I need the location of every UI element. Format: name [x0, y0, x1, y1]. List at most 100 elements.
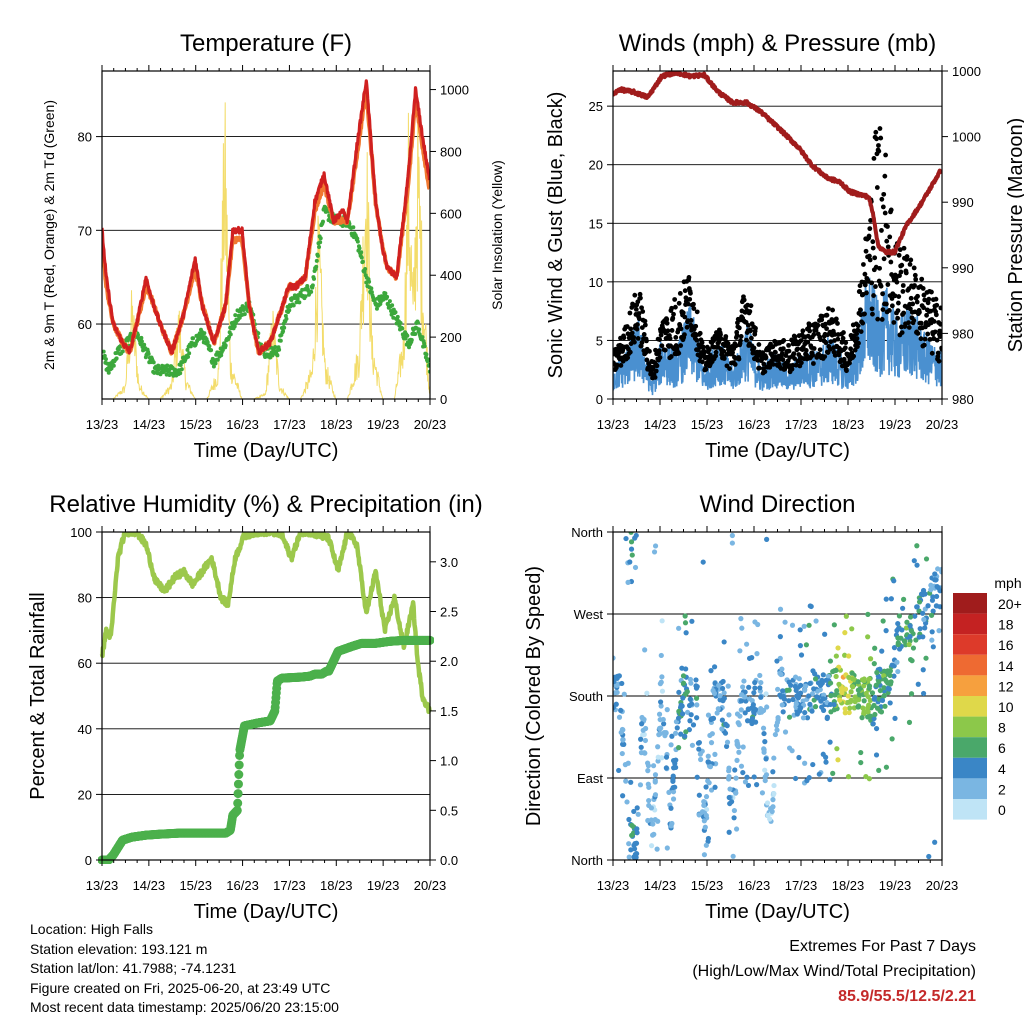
direction-point — [661, 721, 667, 727]
temperature-xlabel: Time (Day/UTC) — [194, 440, 339, 462]
pressure-line — [613, 71, 942, 256]
dewpoint-point — [109, 366, 114, 371]
direction-point — [721, 639, 727, 645]
dewpoint-point — [318, 240, 323, 245]
temperature-xtick-label: 17/23 — [273, 417, 306, 432]
gust-point — [798, 338, 804, 344]
direction-point — [881, 685, 887, 691]
direction-point — [891, 663, 897, 669]
gust-point — [770, 361, 776, 367]
direction-point — [914, 562, 920, 568]
gust-point — [798, 360, 804, 366]
direction-point — [760, 725, 767, 731]
gust-point — [624, 324, 630, 329]
gust-point — [664, 320, 670, 326]
dewpoint-point — [295, 296, 300, 301]
direction-point — [737, 713, 743, 719]
direction-point — [701, 802, 707, 809]
direction-point — [895, 668, 901, 675]
gust-point — [700, 359, 705, 365]
direction-point — [738, 616, 744, 622]
winds-ytick-left-label: 0 — [596, 392, 603, 407]
direction-point — [635, 811, 641, 817]
direction-point — [827, 701, 834, 708]
gust-point — [804, 352, 810, 358]
humidity-plot-frame — [101, 531, 431, 861]
direction-point — [863, 773, 869, 780]
gust-point — [912, 272, 918, 278]
direction-point — [771, 791, 777, 797]
direction-point — [772, 731, 779, 738]
humidity-xlabel: Time (Day/UTC) — [194, 901, 339, 923]
gust-point — [632, 292, 638, 298]
gust-point — [836, 352, 842, 358]
direction-point — [846, 699, 853, 705]
direction-point — [642, 647, 648, 653]
gust-point — [767, 364, 773, 370]
dewpoint-point — [102, 349, 106, 354]
gust-point — [855, 323, 861, 329]
temperature-xtick-label: 18/23 — [320, 417, 353, 432]
direction-point — [861, 677, 867, 684]
gust-point — [684, 324, 690, 330]
direction-point — [867, 697, 873, 704]
direction-point — [901, 638, 908, 644]
direction-point — [849, 626, 855, 632]
legend-label: 6 — [998, 740, 1006, 756]
gust-point — [659, 343, 665, 349]
direction-point — [663, 730, 669, 736]
direction-point — [729, 540, 735, 546]
gust-point — [879, 228, 884, 233]
direction-point — [767, 816, 773, 822]
gust-point — [885, 224, 890, 229]
dewpoint-point — [191, 336, 196, 341]
gust-point — [901, 310, 907, 316]
gust-point — [921, 342, 927, 348]
direction-point — [672, 730, 679, 736]
direction-point — [743, 698, 749, 704]
temperature-ytick-right-label: 800 — [440, 144, 462, 159]
direction-point — [790, 696, 796, 703]
gust-point — [791, 351, 797, 357]
direction-point — [725, 683, 731, 689]
direction-point — [891, 673, 897, 679]
direction-point — [793, 687, 799, 694]
legend-swatch — [953, 634, 987, 655]
gust-point — [931, 319, 937, 324]
gust-point — [694, 309, 700, 315]
dewpoint-point — [318, 236, 323, 241]
direction-point — [670, 789, 677, 795]
gust-point — [867, 253, 872, 259]
gust-point — [805, 339, 811, 345]
gust-point — [904, 254, 910, 259]
direction-point — [804, 715, 811, 721]
direction-point — [694, 683, 700, 690]
direction-point — [670, 784, 676, 791]
extremes-values: 85.9/55.5/12.5/2.21 — [838, 988, 976, 1005]
humidity-ytick-right-label: 3.0 — [440, 555, 458, 570]
gust-point — [891, 320, 897, 325]
direction-point — [736, 722, 742, 728]
direction-point — [777, 692, 783, 698]
gust-point — [870, 311, 875, 317]
direction-point — [628, 847, 634, 853]
temperature-ytick-right-label: 200 — [440, 330, 462, 345]
gust-point — [892, 293, 898, 299]
dewpoint-point — [202, 331, 207, 336]
dewpoint-point — [232, 324, 237, 329]
direction-point — [627, 559, 633, 565]
gust-point — [701, 349, 707, 355]
winds-ylabel-right: Station Pressure (Maroon) — [1005, 118, 1024, 353]
direction-point — [642, 750, 648, 756]
gust-point — [893, 275, 899, 281]
dewpoint-point — [357, 246, 362, 251]
direction-point — [871, 702, 877, 708]
gust-point — [673, 304, 678, 310]
direction-point — [823, 759, 829, 765]
gust-point — [883, 152, 888, 158]
humidity-ytick-left-label: 20 — [78, 787, 92, 802]
gust-point — [644, 357, 650, 363]
direction-point — [712, 751, 718, 757]
direction-point — [762, 739, 768, 745]
direction-point — [744, 774, 750, 780]
